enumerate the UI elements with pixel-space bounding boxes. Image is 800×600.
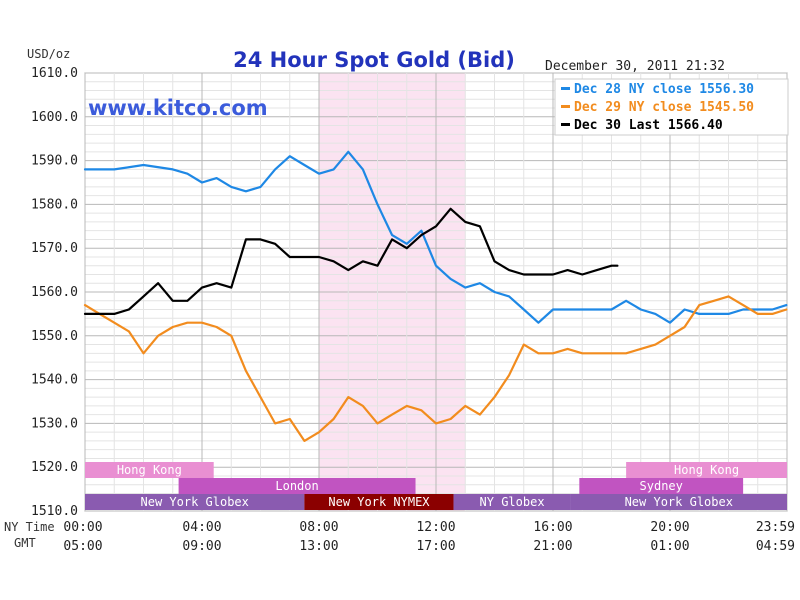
x-tick-label-gmt: 13:00 bbox=[299, 539, 338, 554]
watermark-link[interactable]: www.kitco.com bbox=[88, 96, 268, 120]
x-tick-label-gmt: 01:00 bbox=[650, 539, 689, 554]
y-tick-label: 1600.0 bbox=[31, 110, 78, 125]
session-bar bbox=[453, 494, 571, 510]
session-label: New York Globex bbox=[625, 495, 733, 509]
series-line-dec28 bbox=[83, 150, 788, 324]
session-bar bbox=[579, 478, 744, 494]
x-tick-label-gmt: 09:00 bbox=[182, 539, 221, 554]
y-tick-label: 1570.0 bbox=[31, 241, 78, 256]
session-bar bbox=[178, 478, 416, 494]
legend-label-dec30: Dec 30 Last 1566.40 bbox=[574, 118, 723, 133]
x-tick-label-ny: 04:00 bbox=[182, 520, 221, 535]
x-tick-label-ny: 12:00 bbox=[416, 520, 455, 535]
series-line-dec29 bbox=[83, 295, 788, 442]
legend-swatch-dec29 bbox=[561, 105, 570, 108]
session-bar bbox=[85, 494, 305, 510]
y-tick-label: 1590.0 bbox=[31, 154, 78, 169]
x-tick-label-gmt: 17:00 bbox=[416, 539, 455, 554]
session-label: Hong Kong bbox=[674, 463, 739, 477]
y-tick-label: 1560.0 bbox=[31, 285, 78, 300]
session-label: Hong Kong bbox=[117, 463, 182, 477]
chart-timestamp: December 30, 2011 21:32 bbox=[545, 59, 725, 74]
y-tick-label: 1580.0 bbox=[31, 197, 78, 212]
legend-box bbox=[554, 78, 789, 136]
y-tick-label: 1510.0 bbox=[31, 504, 78, 519]
y-tick-label: 1610.0 bbox=[31, 66, 78, 81]
x-tick-label-ny: 08:00 bbox=[299, 520, 338, 535]
legend-swatch-dec28 bbox=[561, 87, 570, 90]
chart-title: 24 Hour Spot Gold (Bid) bbox=[233, 48, 515, 72]
gmt-axis-label: GMT bbox=[14, 536, 36, 550]
ny-time-axis-label: NY Time bbox=[4, 520, 55, 534]
session-bar bbox=[304, 494, 454, 510]
legend-swatch-dec30 bbox=[561, 123, 570, 126]
x-tick-label-ny: 23:59 bbox=[756, 520, 795, 535]
x-tick-label-gmt: 21:00 bbox=[533, 539, 572, 554]
session-label: NY Globex bbox=[480, 495, 545, 509]
legend-label-dec28: Dec 28 NY close 1556.30 bbox=[574, 82, 754, 97]
legend: Dec 28 NY close 1556.30 Dec 29 NY close … bbox=[554, 78, 789, 136]
y-tick-label: 1520.0 bbox=[31, 460, 78, 475]
x-tick-label-gmt: 04:59 bbox=[756, 539, 795, 554]
x-tick-label-ny: 00:00 bbox=[63, 520, 102, 535]
unit-label: USD/oz bbox=[27, 47, 70, 61]
session-label: New York Globex bbox=[141, 495, 249, 509]
session-bar bbox=[570, 494, 787, 510]
series-line-dec30 bbox=[83, 207, 619, 315]
y-tick-label: 1540.0 bbox=[31, 373, 78, 388]
session-bar bbox=[85, 462, 214, 478]
session-bar bbox=[626, 462, 787, 478]
session-label: New York NYMEX bbox=[328, 495, 430, 509]
x-tick-label-ny: 16:00 bbox=[533, 520, 572, 535]
x-tick-label-gmt: 05:00 bbox=[63, 539, 102, 554]
legend-label-dec29: Dec 29 NY close 1545.50 bbox=[574, 100, 754, 115]
session-label: London bbox=[275, 479, 318, 493]
x-tick-label-ny: 20:00 bbox=[650, 520, 689, 535]
y-tick-label: 1530.0 bbox=[31, 416, 78, 431]
y-tick-label: 1550.0 bbox=[31, 329, 78, 344]
session-label: Sydney bbox=[640, 479, 683, 493]
